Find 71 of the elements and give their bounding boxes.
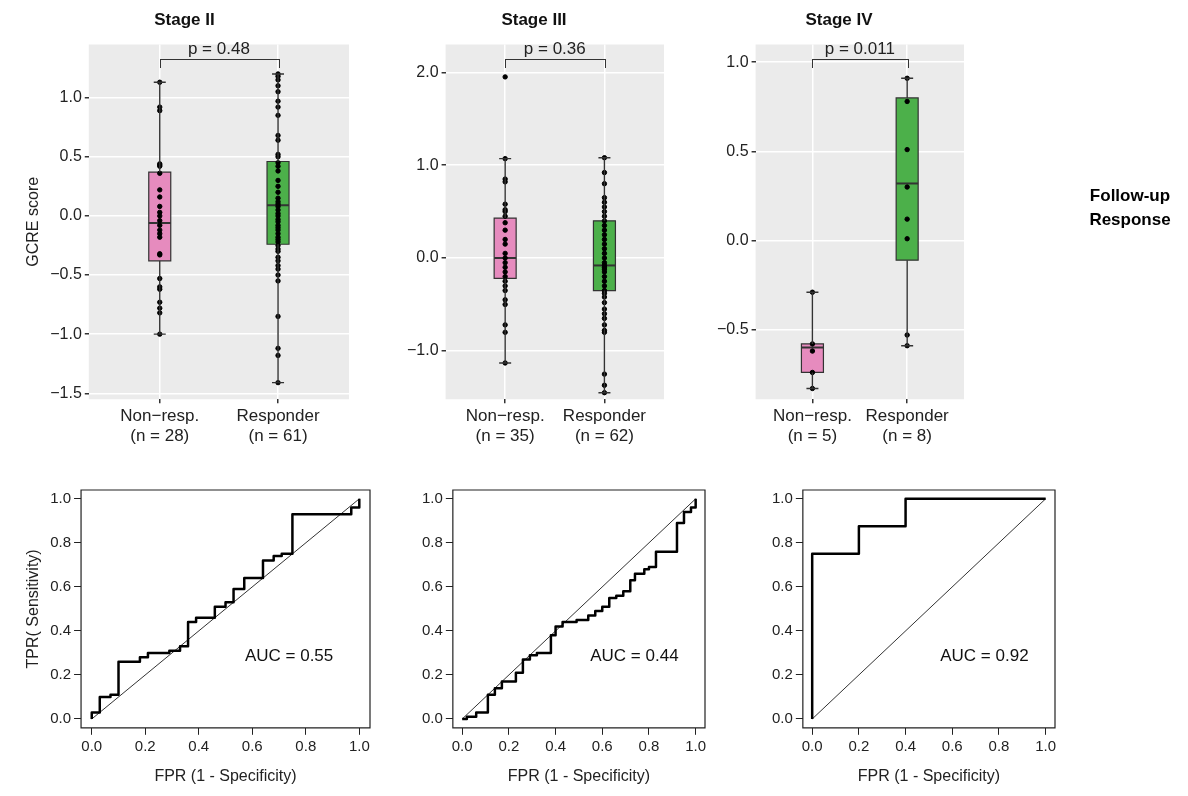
annotation: AUC = 0.92	[940, 646, 1029, 666]
x-tick-label: 0.8	[988, 736, 1010, 754]
y-tick-label: 0.0	[416, 248, 439, 266]
x-tick-label: 0.6	[241, 736, 263, 754]
y-tick-label: 0.4	[50, 621, 72, 639]
y-tick-label: 0.0	[50, 709, 72, 727]
annotation: AUC = 0.44	[590, 646, 679, 666]
x-tick-label: 0.0	[81, 736, 103, 754]
y-tick-label: 0.5	[726, 141, 749, 159]
x-tick-label: Responder (n = 62)	[562, 406, 647, 446]
x-tick-label: 0.4	[545, 736, 567, 754]
x-tick-label: Responder (n = 8)	[865, 406, 950, 446]
annotation: AUC = 0.55	[244, 646, 334, 666]
y-tick-label: −1.0	[50, 324, 82, 342]
x-tick-label: Responder (n = 61)	[236, 406, 320, 446]
y-tick-label: 0.6	[50, 577, 72, 595]
text: Follow-up Response	[1088, 185, 1172, 232]
y-tick-label: 0.6	[771, 577, 793, 595]
x-axis-title: FPR (1 - Specificity)	[857, 766, 1001, 784]
y-tick-label: 0.8	[771, 532, 793, 550]
x-tick-label: 0.0	[801, 736, 823, 754]
y-tick-label: 0.0	[726, 230, 749, 248]
y-tick-label: 1.0	[416, 155, 439, 173]
y-tick-label: 2.0	[416, 62, 439, 80]
y-tick-label: 0.5	[59, 147, 82, 165]
y-tick-label: 0.2	[50, 665, 72, 683]
chart-title: Stage III	[501, 9, 567, 29]
y-tick-label: 0.2	[421, 665, 443, 683]
y-tick-label: 1.0	[726, 52, 749, 70]
x-axis-title: FPR (1 - Specificity)	[507, 766, 651, 784]
x-tick-label: Non−resp. (n = 28)	[120, 406, 200, 446]
x-tick-label: 0.8	[638, 736, 660, 754]
x-tick-label: 1.0	[1035, 736, 1057, 754]
annotation: p = 0.36	[523, 38, 586, 58]
y-tick-label: −0.5	[50, 265, 82, 283]
x-axis-title: FPR (1 - Specificity)	[154, 766, 297, 784]
annotation: p = 0.48	[187, 38, 250, 58]
y-tick-label: 0.2	[771, 665, 793, 683]
x-tick-label: 0.8	[295, 736, 317, 754]
y-tick-label: 0.4	[771, 621, 793, 639]
x-tick-label: 0.0	[451, 736, 473, 754]
x-tick-label: Non−resp. (n = 5)	[772, 406, 852, 446]
x-tick-label: 0.2	[498, 736, 520, 754]
x-tick-label: 0.6	[941, 736, 963, 754]
chart-title: Stage IV	[805, 9, 874, 29]
y-axis-title: TPR( Sensitivity)	[24, 549, 42, 669]
x-tick-label: 0.2	[134, 736, 156, 754]
annotation: p = 0.011	[824, 38, 895, 58]
y-tick-label: 0.8	[50, 532, 72, 550]
y-tick-label: 0.4	[421, 621, 443, 639]
y-tick-label: 0.0	[421, 709, 443, 727]
y-tick-label: −0.5	[716, 320, 749, 338]
y-tick-label: 1.0	[771, 488, 793, 506]
x-tick-label: 0.2	[848, 736, 870, 754]
y-tick-label: 0.0	[771, 709, 793, 727]
y-tick-label: 0.8	[421, 532, 443, 550]
y-tick-label: −1.5	[50, 383, 82, 401]
y-tick-label: 0.6	[421, 577, 443, 595]
x-tick-label: 1.0	[685, 736, 707, 754]
x-tick-label: 0.6	[591, 736, 613, 754]
x-tick-label: 1.0	[348, 736, 370, 754]
y-tick-label: 1.0	[59, 88, 82, 106]
x-tick-label: 0.4	[895, 736, 917, 754]
y-tick-label: 1.0	[50, 488, 72, 506]
x-tick-label: 0.4	[188, 736, 210, 754]
y-tick-label: 0.0	[59, 206, 82, 224]
y-tick-label: 1.0	[421, 488, 443, 506]
y-axis-title: GCRE score	[24, 176, 42, 267]
chart-title: Stage II	[154, 9, 215, 29]
y-tick-label: −1.0	[406, 341, 439, 359]
x-tick-label: Non−resp. (n = 35)	[465, 406, 545, 446]
